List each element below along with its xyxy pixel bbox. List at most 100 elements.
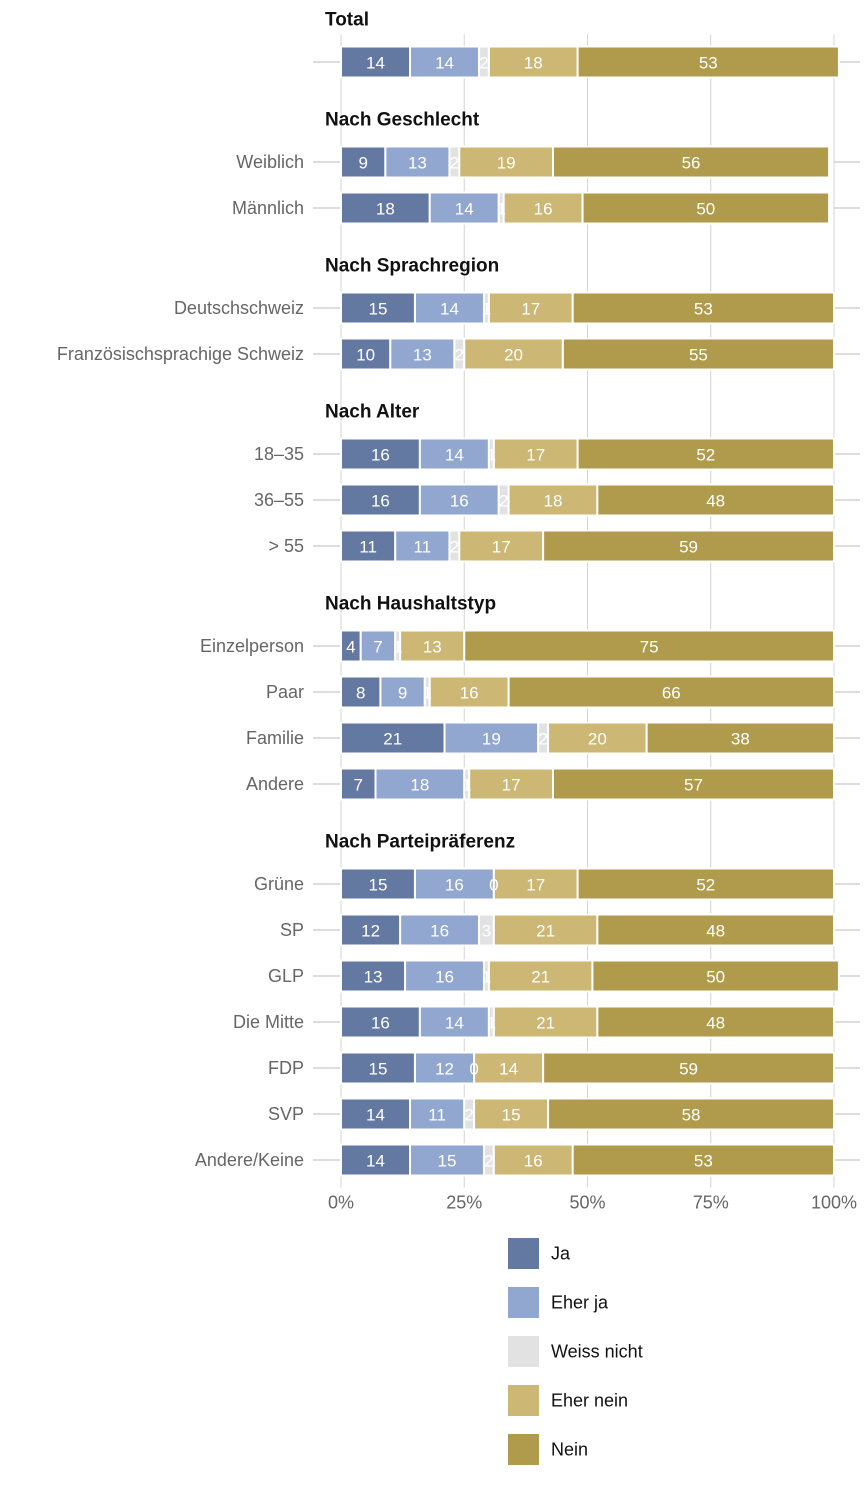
value-label-andere-nein: 57 [684, 776, 703, 795]
value-label-die-mitte-weiss-nicht: 1 [487, 1014, 496, 1033]
bar-familie-ja [340, 721, 446, 755]
row-label-fdp: FDP [268, 1058, 304, 1078]
bar-sp-eher-nein [492, 913, 599, 947]
row-label-sp: SP [280, 920, 304, 940]
bar-18-35-eher-nein [492, 437, 579, 471]
value-label-andere-keine-eher-ja: 15 [438, 1152, 457, 1171]
value-label-fdp-eher-nein: 14 [499, 1060, 518, 1079]
bar-andere-keine-eher-nein [492, 1143, 574, 1177]
row-label-einzelperson: Einzelperson [200, 636, 304, 656]
value-label-mannlich-eher-nein: 16 [534, 200, 553, 219]
value-label-55-eher-nein: 17 [492, 538, 511, 557]
value-label-franzosischsprachige-schweiz-weiss-nicht: 2 [455, 346, 464, 365]
value-label-einzelperson-weiss-nicht: 1 [393, 638, 402, 657]
value-label-grune-weiss-nicht: 0 [489, 876, 498, 895]
row-label-andere: Andere [246, 774, 304, 794]
value-label-paar-eher-nein: 16 [460, 684, 479, 703]
section-title-total: Total [325, 10, 369, 31]
value-label-weiblich-eher-nein: 19 [497, 154, 516, 173]
value-label-familie-eher-nein: 20 [588, 730, 607, 749]
value-label-franzosischsprachige-schweiz-eher-ja: 13 [413, 346, 432, 365]
bar-18-35-nein [576, 437, 835, 471]
bar-franzosischsprachige-schweiz-eher-nein [463, 337, 564, 371]
value-label-deutschschweiz-weiss-nicht: 1 [482, 300, 491, 319]
legend-label-nein: Nein [551, 1440, 588, 1460]
value-label-die-mitte-eher-nein: 21 [536, 1014, 555, 1033]
legend-swatch-weiss-nicht [508, 1336, 539, 1367]
x-tick-label-4: 100% [811, 1193, 857, 1213]
legend-label-eher-ja: Eher ja [551, 1293, 609, 1313]
row-label-55: > 55 [268, 536, 304, 556]
x-tick-label-0: 0% [328, 1193, 354, 1213]
value-label-weiblich-eher-ja: 13 [408, 154, 427, 173]
bar-total-ja [340, 45, 412, 79]
value-label-36-55-eher-nein: 18 [544, 492, 563, 511]
bar-andere-eher-ja [374, 767, 466, 801]
row-label-36-55: 36–55 [254, 490, 304, 510]
value-label-fdp-ja: 15 [369, 1060, 388, 1079]
section-title-nach-geschlecht: Nach Geschlecht [325, 110, 480, 131]
row-label-glp: GLP [268, 966, 304, 986]
bar-weiblich-eher-nein [458, 145, 554, 179]
row-label-svp: SVP [268, 1104, 304, 1124]
legend-label-eher-nein: Eher nein [551, 1391, 628, 1411]
value-label-sp-weiss-nicht: 3 [482, 922, 491, 941]
value-label-svp-eher-ja: 11 [428, 1106, 446, 1125]
bar-36-55-ja [340, 483, 421, 517]
value-label-mannlich-ja: 18 [376, 200, 395, 219]
value-label-paar-weiss-nicht: 1 [423, 684, 432, 703]
bar-glp-nein [591, 959, 840, 993]
bar-total-nein [576, 45, 840, 79]
bar-sp-eher-ja [399, 913, 481, 947]
value-label-glp-weiss-nicht: 1 [482, 968, 491, 987]
x-tick-label-3: 75% [693, 1193, 729, 1213]
x-axis: 0% 25% 50% 75% 100% [328, 1193, 857, 1213]
bar-einzelperson-eher-nein [399, 629, 466, 663]
bar-deutschschweiz-nein [571, 291, 836, 325]
bar-andere-ja [340, 767, 377, 801]
bar-paar-ja [340, 675, 382, 709]
bar-paar-eher-nein [428, 675, 510, 709]
row-label-andere-keine: Andere/Keine [195, 1150, 304, 1170]
value-label-einzelperson-nein: 75 [640, 638, 659, 657]
row-label-familie: Familie [246, 728, 304, 748]
bar-weiblich-eher-ja [384, 145, 451, 179]
bar-deutschschweiz-ja [340, 291, 416, 325]
legend-swatch-nein [508, 1434, 539, 1465]
bar-grune-nein [576, 867, 835, 901]
bar-grune-eher-nein [492, 867, 579, 901]
bars-layer [340, 45, 840, 1177]
value-label-paar-nein: 66 [662, 684, 681, 703]
bar-deutschschweiz-eher-ja [413, 291, 485, 325]
bar-andere-keine-nein [571, 1143, 836, 1177]
value-label-deutschschweiz-eher-nein: 17 [521, 300, 540, 319]
value-label-sp-ja: 12 [361, 922, 380, 941]
bar-andere-nein [551, 767, 835, 801]
grid-layer [313, 34, 860, 1188]
bar-familie-eher-ja [443, 721, 540, 755]
value-label-grune-eher-ja: 16 [445, 876, 464, 895]
value-label-svp-eher-nein: 15 [502, 1106, 521, 1125]
bar-andere-keine-ja [340, 1143, 412, 1177]
value-label-franzosischsprachige-schweiz-nein: 55 [689, 346, 708, 365]
row-label-weiblich: Weiblich [236, 152, 304, 172]
x-tick-label-2: 50% [569, 1193, 605, 1213]
value-label-die-mitte-eher-ja: 14 [445, 1014, 464, 1033]
value-label-18-35-weiss-nicht: 1 [487, 446, 496, 465]
value-label-andere-keine-nein: 53 [694, 1152, 713, 1171]
value-label-total-eher-nein: 18 [524, 54, 543, 73]
bar-die-mitte-eher-ja [418, 1005, 490, 1039]
value-label-glp-ja: 13 [364, 968, 383, 987]
legend-swatch-ja [508, 1238, 539, 1269]
row-label-mannlich: Männlich [232, 198, 304, 218]
bar-weiblich-nein [551, 145, 831, 179]
value-label-18-35-nein: 52 [696, 446, 715, 465]
bar-36-55-nein [596, 483, 835, 517]
value-label-glp-nein: 50 [706, 968, 725, 987]
value-label-grune-ja: 15 [369, 876, 388, 895]
section-title-nach-parteipraferenz: Nach Parteipräferenz [325, 832, 515, 853]
value-label-einzelperson-eher-ja: 7 [373, 638, 382, 657]
bar-glp-ja [340, 959, 407, 993]
